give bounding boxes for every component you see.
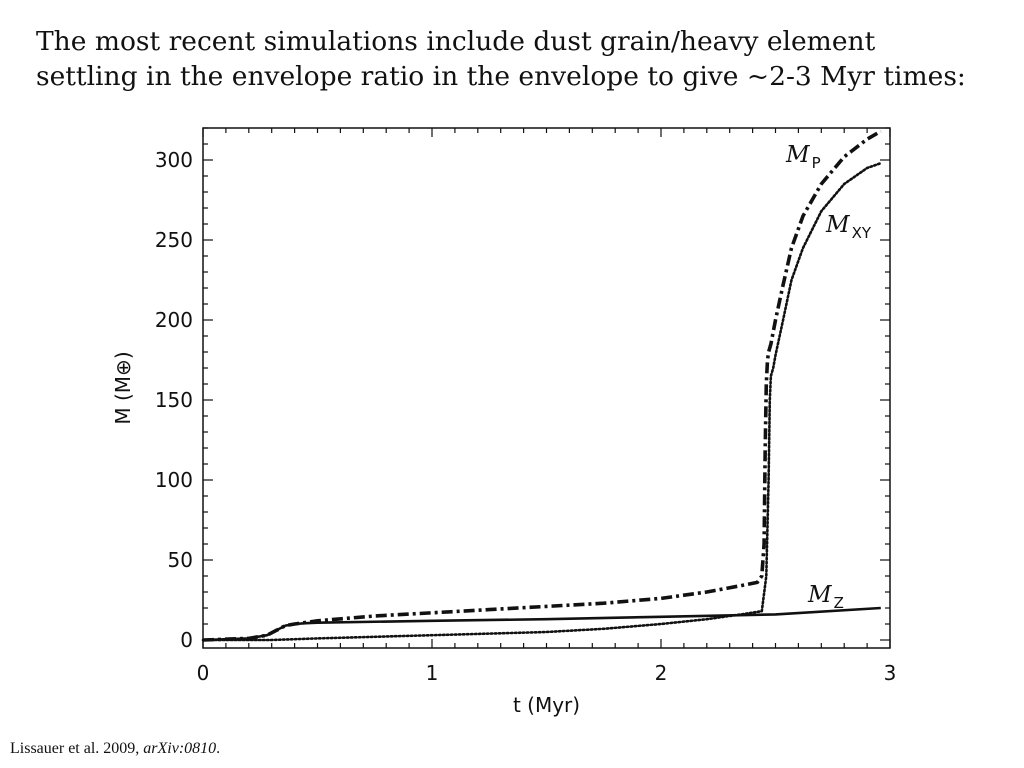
y-axis-title: M (M⊕) [111, 351, 135, 424]
series-line-m-p [202, 129, 882, 642]
x-tick-label: 0 [197, 661, 210, 685]
y-tick-label: 100 [155, 468, 193, 492]
x-tick-label: 2 [655, 661, 668, 685]
y-tick-label: 300 [155, 148, 193, 172]
y-tick-label: 0 [180, 628, 193, 652]
y-tick-label: 150 [155, 388, 193, 412]
citation-authors: Lissauer et al. 2009, [10, 740, 144, 757]
x-axis-title: t (Myr) [513, 693, 580, 717]
slide-heading-line-2: settling in the envelope ratio in the en… [36, 61, 966, 92]
series-line-m-xy [201, 161, 883, 642]
citation-source: arXiv:0810 [143, 740, 217, 757]
slide-heading: The most recent simulations include dust… [36, 24, 996, 94]
citation-end: . [216, 740, 221, 757]
series-label-m-xy: M XY [825, 212, 872, 242]
plot-frame [202, 127, 891, 649]
citation: Lissauer et al. 2009, arXiv:0810. [10, 740, 220, 758]
y-tick-label: 250 [155, 228, 193, 252]
series-line-m-z [202, 606, 881, 642]
x-tick-label: 1 [426, 661, 439, 685]
x-tick-label: 3 [884, 661, 897, 685]
slide-heading-line-1: The most recent simulations include dust… [36, 26, 876, 57]
y-tick-label: 50 [168, 548, 193, 572]
y-tick-label: 200 [155, 308, 193, 332]
